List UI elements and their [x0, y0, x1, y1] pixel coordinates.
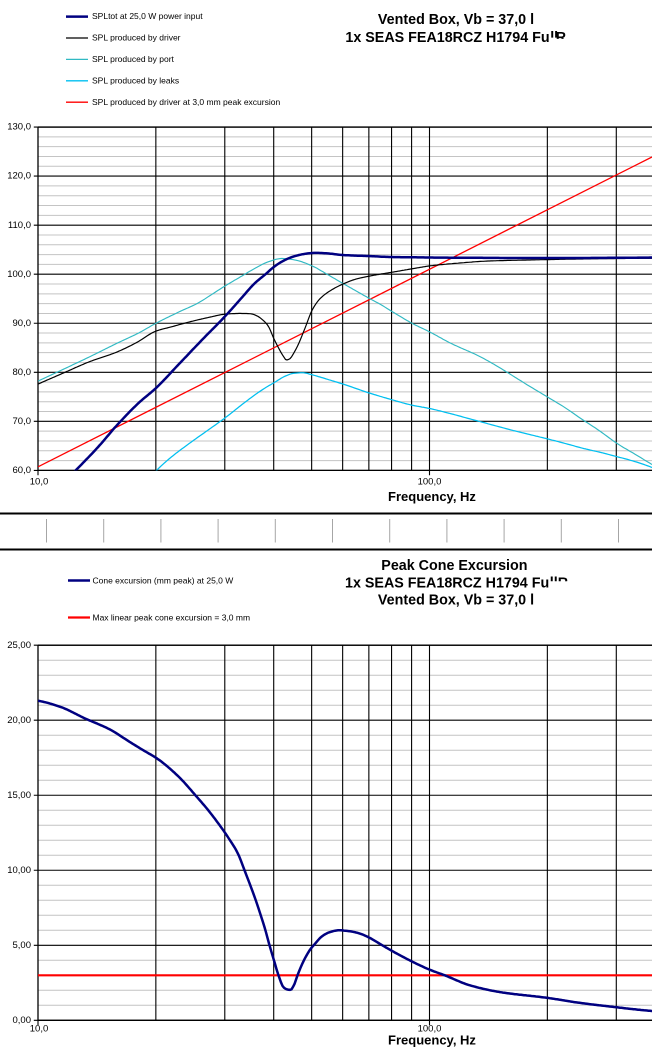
- svg-text:R: R: [556, 30, 567, 46]
- svg-text:10,0: 10,0: [30, 1024, 49, 1035]
- svg-text:SPL produced by driver: SPL produced by driver: [92, 33, 181, 43]
- svg-text:llR: llR: [550, 576, 569, 592]
- svg-text:SPL produced by port: SPL produced by port: [92, 54, 175, 64]
- svg-text:Vented Box, Vb = 37,0 l: Vented Box, Vb = 37,0 l: [378, 593, 534, 609]
- svg-text:Max linear peak cone excursion: Max linear peak cone excursion = 3,0 mm: [93, 613, 251, 623]
- svg-text:130,0: 130,0: [7, 122, 31, 133]
- svg-text:10,0: 10,0: [30, 477, 49, 488]
- svg-text:Frequency, Hz: Frequency, Hz: [388, 1033, 476, 1048]
- svg-text:SPL produced by driver at 3,0: SPL produced by driver at 3,0 mm peak ex…: [92, 97, 280, 107]
- svg-text:SPLtot at 25,0 W power input: SPLtot at 25,0 W power input: [92, 11, 203, 21]
- svg-text:100,0: 100,0: [418, 1024, 442, 1035]
- svg-text:ll: ll: [550, 30, 558, 46]
- svg-text:120,0: 120,0: [7, 171, 31, 182]
- svg-text:5,00: 5,00: [13, 940, 32, 951]
- svg-text:110,0: 110,0: [8, 220, 31, 231]
- svg-text:Peak Cone Excursion: Peak Cone Excursion: [381, 558, 527, 574]
- svg-text:Cone excursion (mm peak) at 25: Cone excursion (mm peak) at 25,0 W: [93, 576, 234, 586]
- svg-text:1x SEAS FEA18RCZ H1794 Fu: 1x SEAS FEA18RCZ H1794 Fu: [345, 30, 549, 46]
- svg-text:Frequency, Hz: Frequency, Hz: [388, 489, 476, 504]
- svg-text:100,0: 100,0: [7, 269, 31, 280]
- svg-text:70,0: 70,0: [13, 416, 32, 427]
- svg-text:10,00: 10,00: [7, 865, 31, 876]
- svg-text:1x SEAS FEA18RCZ H1794 Fu: 1x SEAS FEA18RCZ H1794 Fu: [345, 576, 549, 592]
- svg-text:60,0: 60,0: [13, 465, 32, 476]
- svg-text:0,00: 0,00: [13, 1015, 32, 1026]
- svg-text:100,0: 100,0: [418, 477, 442, 488]
- svg-text:25,00: 25,00: [7, 640, 31, 651]
- svg-text:SPL produced by leaks: SPL produced by leaks: [92, 75, 179, 85]
- svg-text:15,00: 15,00: [7, 790, 31, 801]
- svg-text:Vented Box, Vb = 37,0 l: Vented Box, Vb = 37,0 l: [378, 12, 534, 28]
- svg-text:20,00: 20,00: [7, 715, 31, 726]
- svg-text:80,0: 80,0: [13, 367, 32, 378]
- svg-text:90,0: 90,0: [13, 318, 32, 329]
